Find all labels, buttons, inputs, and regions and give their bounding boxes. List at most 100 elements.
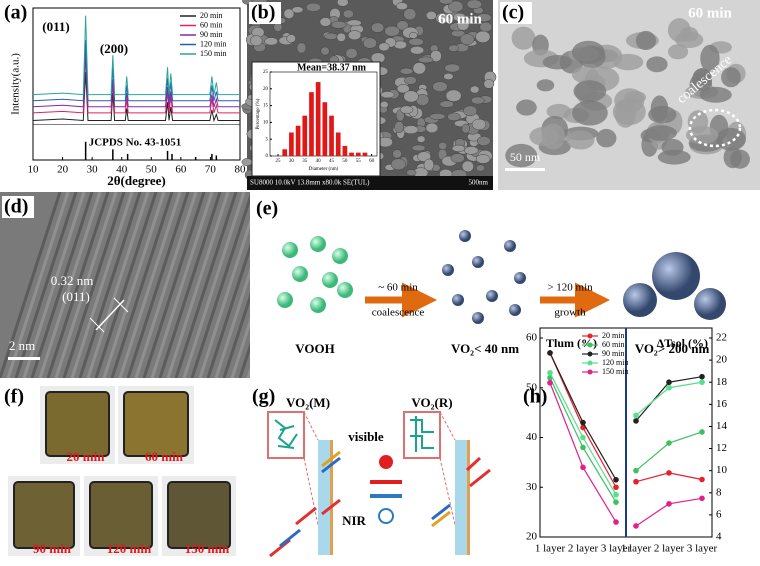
bar	[349, 152, 354, 156]
series-marker	[633, 412, 639, 419]
lattice-fringe	[214, 267, 250, 378]
particle	[409, 31, 418, 39]
bar	[342, 145, 348, 156]
sphere	[310, 297, 326, 313]
particle	[430, 50, 442, 62]
particle	[466, 0, 483, 10]
particle	[572, 100, 608, 126]
particle	[475, 154, 491, 164]
bar	[295, 125, 301, 156]
tem-duration: 60 min	[688, 5, 732, 21]
series-marker	[580, 444, 586, 451]
particle	[646, 56, 668, 73]
legend-label: 150 min	[602, 367, 628, 376]
sphere	[514, 272, 526, 284]
particle	[542, 55, 573, 70]
particle	[461, 160, 474, 173]
y2-tick-label: 20	[716, 354, 728, 366]
series-line	[635, 431, 703, 472]
x-tick-label: 2 layer	[568, 543, 599, 555]
y2-tick-label: 8	[716, 486, 722, 498]
series-marker	[666, 440, 672, 446]
x-tick-label: 50	[342, 159, 348, 164]
sphere	[452, 294, 464, 306]
sphere	[337, 282, 353, 298]
particle	[699, 86, 732, 103]
particle	[661, 138, 684, 156]
film-sample	[123, 391, 189, 457]
sphere	[472, 256, 484, 268]
legend-label: 120 min	[602, 358, 628, 367]
y-tick-label: 15	[263, 104, 269, 109]
particle	[516, 99, 537, 116]
hrtem-scale: 2 nm	[9, 338, 35, 353]
lattice-fringe	[126, 192, 190, 378]
particle	[448, 44, 460, 52]
visible-label: visible	[348, 429, 384, 444]
label-bg	[500, 2, 532, 24]
series-marker	[699, 429, 705, 435]
series-marker	[633, 523, 639, 529]
particle	[475, 164, 485, 172]
particle	[404, 76, 417, 85]
spacing-tick	[113, 297, 129, 313]
x-tick-label: 60	[175, 164, 187, 176]
lattice-fringe	[206, 242, 250, 378]
bar	[289, 132, 294, 156]
particle	[445, 89, 462, 102]
x-tick-label: 50	[146, 164, 158, 176]
annotation: (011)	[42, 19, 69, 34]
particle	[459, 33, 475, 45]
particle	[416, 135, 426, 143]
series-marker	[547, 370, 553, 376]
film-sample	[89, 481, 153, 549]
y-tick-label: 20	[526, 531, 538, 543]
panel-label: (c)	[502, 2, 524, 24]
series-marker	[666, 379, 672, 386]
legend-label: 90 min	[602, 349, 624, 358]
particle	[438, 141, 448, 150]
particle	[700, 44, 720, 73]
series-marker	[580, 464, 586, 471]
annotation: (200)	[100, 41, 128, 56]
particle	[461, 123, 471, 134]
legend-marker	[587, 342, 593, 348]
particle	[456, 19, 470, 31]
y-axis-label: Percentage (%)	[256, 98, 261, 129]
lattice-fringe	[174, 192, 238, 378]
particle	[320, 46, 330, 56]
particle	[505, 143, 538, 168]
sem-duration: 60 min	[438, 11, 482, 27]
xrd-line	[32, 55, 240, 114]
particle	[645, 125, 677, 141]
series-marker	[580, 419, 586, 426]
particle	[667, 44, 689, 60]
sphere	[442, 264, 454, 276]
legend-marker	[587, 369, 593, 375]
arrow-bottom: growth	[554, 307, 586, 319]
plot-frame	[32, 7, 241, 161]
particle	[396, 84, 410, 94]
particle	[305, 2, 321, 12]
particle	[371, 22, 385, 33]
sphere	[623, 283, 657, 317]
particle	[412, 62, 426, 75]
series-marker	[580, 434, 586, 441]
legend-label: 150 min	[200, 49, 226, 58]
arrow-top: > 120 min	[547, 282, 593, 294]
series-marker	[666, 470, 672, 476]
stage-label: VO₂> 200 nm	[635, 341, 710, 356]
x-tick-label: 60	[369, 159, 375, 164]
particle	[379, 100, 389, 109]
particle	[463, 105, 478, 117]
sphere	[694, 288, 726, 320]
sem-scale: 500nm	[469, 179, 489, 187]
x-tick-label: 3 layer	[601, 543, 632, 555]
lattice-fringe	[182, 192, 246, 378]
growth-scheme	[277, 230, 726, 324]
x-tick-label: 3 layer	[687, 543, 718, 555]
y2-tick-label: 16	[716, 398, 728, 410]
zoom-line	[303, 411, 319, 526]
